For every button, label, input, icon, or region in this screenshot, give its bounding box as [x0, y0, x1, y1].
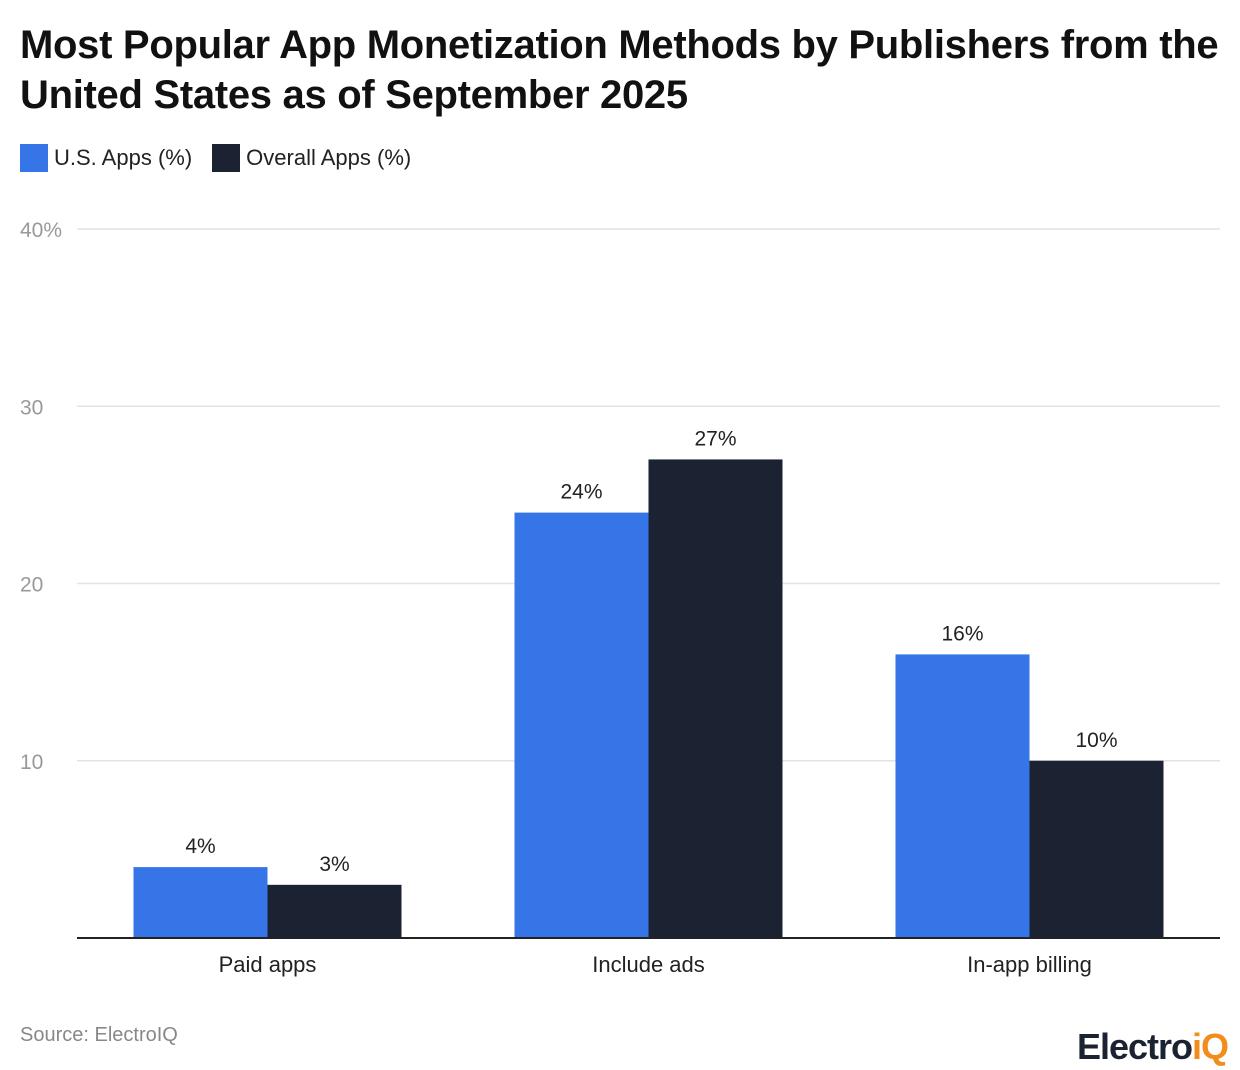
data-label: 16% [941, 622, 983, 645]
bar [133, 867, 268, 938]
data-label: 24% [560, 481, 602, 504]
bar [267, 884, 402, 938]
source-note: Source: ElectroIQ [20, 1024, 178, 1046]
x-tick-label: In-app billing [967, 952, 1092, 977]
legend-swatch-us [20, 144, 48, 172]
data-label: 10% [1075, 729, 1117, 752]
legend-item-overall: Overall Apps (%) [212, 144, 411, 172]
legend: U.S. Apps (%) Overall Apps (%) [20, 144, 411, 172]
legend-swatch-overall [212, 144, 241, 172]
data-label: 3% [319, 853, 349, 876]
legend-item-us: U.S. Apps (%) [20, 144, 192, 172]
bar [514, 512, 649, 938]
legend-label-overall: Overall Apps (%) [246, 145, 412, 170]
data-label: 4% [185, 835, 215, 858]
data-label: 27% [694, 427, 736, 450]
y-tick-label: 40% [20, 219, 62, 242]
y-tick-label: 10 [20, 751, 43, 774]
bar [895, 654, 1030, 938]
y-tick-label: 20 [20, 574, 43, 597]
bar [648, 459, 783, 938]
x-tick-label: Paid apps [219, 952, 317, 977]
chart-title: Most Popular App Monetization Methods by… [20, 23, 1219, 117]
x-tick-label: Include ads [592, 952, 705, 977]
y-tick-label: 30 [20, 396, 43, 419]
bar [1029, 760, 1164, 938]
legend-label-us: U.S. Apps (%) [54, 145, 193, 170]
electroiq-logo: ElectroiQ [1076, 1026, 1229, 1067]
